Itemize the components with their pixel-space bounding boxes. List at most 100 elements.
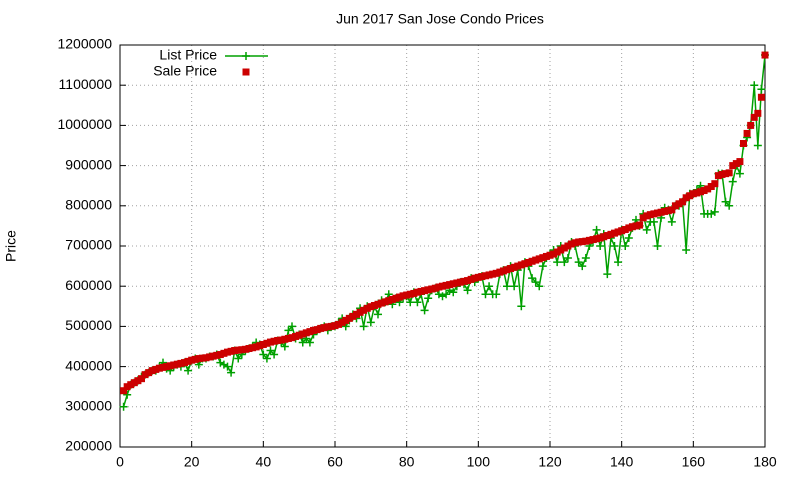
list-price-point — [553, 258, 562, 267]
sale-price-point — [231, 347, 239, 355]
y-tick-label: 1200000 — [57, 36, 112, 52]
sale-price-point — [148, 367, 156, 375]
sale-price-point — [614, 228, 622, 236]
sale-price-point — [460, 277, 468, 285]
sale-price-point — [442, 281, 450, 289]
sale-price-point — [270, 337, 278, 345]
sale-price-point — [657, 208, 665, 216]
sale-price-point — [252, 343, 260, 351]
sale-price-point — [489, 270, 497, 278]
sale-price-point — [675, 200, 683, 208]
sale-price-point — [628, 223, 636, 231]
y-tick-label: 200000 — [65, 438, 112, 454]
sale-price-point — [639, 214, 647, 222]
list-price-point — [359, 322, 368, 331]
list-price-point — [707, 209, 716, 218]
sale-price-point — [736, 158, 744, 166]
legend-label: Sale Price — [153, 63, 217, 79]
sale-price-point — [485, 271, 493, 279]
sale-price-point — [216, 351, 224, 359]
list-price-point — [119, 402, 128, 411]
sale-price-point — [381, 298, 389, 306]
sale-price-point — [593, 235, 601, 243]
sale-price-point — [284, 334, 292, 342]
sale-price-point — [234, 346, 242, 354]
sale-price-point — [478, 273, 486, 281]
sale-price-point — [625, 224, 633, 232]
sale-price-point — [335, 320, 343, 328]
sale-price-point — [618, 227, 626, 235]
sale-price-point — [492, 269, 500, 277]
sale-price-point — [198, 354, 206, 362]
sale-price-point — [206, 353, 214, 361]
sale-price-point — [689, 190, 697, 198]
list-price-point — [517, 302, 526, 311]
sale-price-point — [259, 340, 267, 348]
list-price-point — [757, 85, 766, 94]
sale-price-point — [686, 192, 694, 200]
sale-price-point — [213, 351, 221, 359]
sale-price-point — [331, 322, 339, 330]
sale-price-point — [517, 261, 525, 269]
sale-price-point — [317, 324, 325, 332]
sale-price-point — [202, 354, 210, 362]
sale-price-point — [697, 188, 704, 196]
list-price-point — [528, 274, 537, 283]
list-price-point — [596, 242, 605, 250]
y-tick-label: 1100000 — [59, 76, 113, 92]
list-price-point — [578, 262, 587, 271]
sale-price-point — [564, 242, 572, 250]
sale-price-point — [757, 93, 765, 101]
sale-price-point — [722, 170, 730, 178]
list-price-point — [621, 242, 630, 250]
sale-price-point — [449, 280, 457, 288]
y-tick-label: 1000000 — [57, 116, 112, 132]
x-tick-label: 40 — [256, 454, 272, 470]
sale-price-point — [374, 300, 382, 308]
list-price-point — [624, 233, 633, 242]
sale-price-point — [603, 232, 611, 240]
list-price-point — [603, 270, 612, 279]
sale-price-point — [750, 113, 758, 121]
list-price-point — [259, 350, 268, 359]
sale-price-point — [553, 248, 561, 256]
sale-price-point — [327, 322, 335, 330]
list-price-point — [510, 282, 519, 291]
y-tick-label: 900000 — [65, 156, 112, 172]
sale-price-point — [571, 239, 579, 247]
sale-price-point — [209, 352, 217, 360]
list-price-point — [288, 322, 296, 331]
sale-price-point — [263, 339, 271, 347]
list-price-point — [266, 346, 275, 355]
list-price-point — [227, 368, 236, 377]
sale-price-point — [539, 254, 547, 262]
y-axis-label: Price — [3, 230, 19, 262]
list-price-point — [420, 306, 429, 315]
sale-price-point — [621, 226, 629, 234]
list-price-point — [438, 292, 447, 301]
sale-price-point — [611, 229, 618, 237]
list-price-point — [298, 338, 307, 347]
list-price-point — [753, 141, 762, 150]
sale-price-point — [195, 355, 203, 363]
sale-price-point — [557, 246, 565, 254]
y-tick-label: 600000 — [65, 277, 112, 293]
sale-price-point — [467, 275, 475, 283]
sale-price-point — [292, 332, 300, 340]
sale-price-point — [299, 330, 307, 338]
sale-price-point — [184, 357, 192, 365]
legend-marker — [242, 52, 250, 60]
sale-price-point — [729, 162, 737, 170]
sale-price-point — [360, 306, 368, 314]
y-tick-label: 400000 — [65, 357, 112, 373]
list-price-point — [481, 290, 490, 299]
sale-price-point — [181, 359, 188, 367]
sale-price-point — [568, 240, 575, 248]
sale-price-point — [256, 342, 264, 350]
sale-price-point — [514, 262, 522, 270]
sale-price-point — [528, 257, 536, 265]
sale-price-point — [428, 285, 436, 293]
sale-price-point — [668, 206, 676, 214]
sale-price-point — [356, 308, 364, 316]
sale-price-point — [385, 297, 393, 305]
